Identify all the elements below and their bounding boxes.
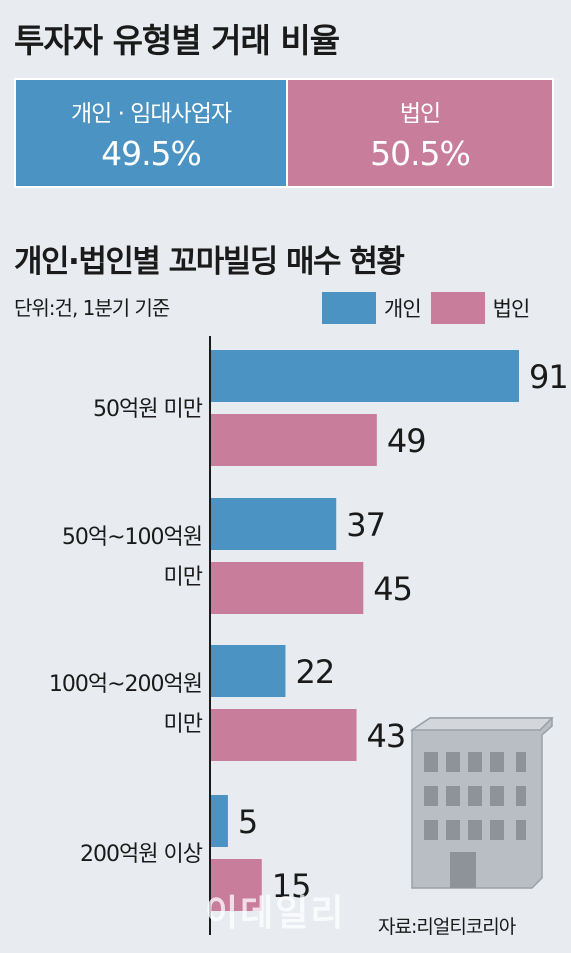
corporate-ratio-cell: 법인 50.5% [288,80,552,186]
bar-individual [211,350,519,402]
bar-value-label: 22 [295,653,334,691]
legend-swatch-individual [322,292,376,324]
bar-corporate [211,414,377,466]
category-label: 50억~100억원 미만 [62,525,203,590]
bar-value-label: 43 [367,717,406,755]
legend-label-corporate: 법인 [492,297,531,321]
individual-ratio-cell: 개인 · 임대사업자 49.5% [16,80,288,186]
bar-individual [211,795,228,847]
investor-ratio-box: 개인 · 임대사업자 49.5% 법인 50.5% [14,78,554,188]
bar-corporate [211,562,364,614]
bar-individual [211,498,337,550]
legend-label-individual: 개인 [384,297,422,321]
source-note: 자료:리얼티코리아 [378,916,516,938]
bar-corporate [211,859,262,911]
legend-item-individual: 개인 [322,292,422,324]
bar-individual [211,645,286,697]
unit-note: 단위:건, 1분기 기준 [14,296,170,320]
individual-ratio-value: 49.5% [101,133,202,173]
individual-ratio-label: 개인 · 임대사업자 [70,100,232,127]
chart-legend: 개인 법인 [322,292,539,324]
watermark-logo: 이데일리 [205,893,346,934]
bar-corporate [211,709,357,761]
legend-item-corporate: 법인 [430,292,531,324]
bar-value-label: 49 [387,422,426,460]
bar-value-label: 91 [529,358,568,396]
category-label: 100억~200억원 미만 [49,672,203,737]
bar-value-label: 5 [238,803,257,841]
corporate-ratio-value: 50.5% [370,133,471,173]
bar-value-label: 37 [346,506,385,544]
chart-title: 개인·법인별 꼬마빌딩 매수 현황 [14,244,405,280]
legend-swatch-corporate [430,292,485,324]
main-title: 투자자 유형별 거래 비율 [14,21,340,60]
category-label: 200억원 이상 [80,842,203,867]
category-label: 50억원 미만 [93,397,203,422]
bar-value-label: 15 [272,867,311,905]
building-icon [409,717,554,889]
bar-value-label: 45 [373,570,412,608]
corporate-ratio-label: 법인 [399,100,441,127]
